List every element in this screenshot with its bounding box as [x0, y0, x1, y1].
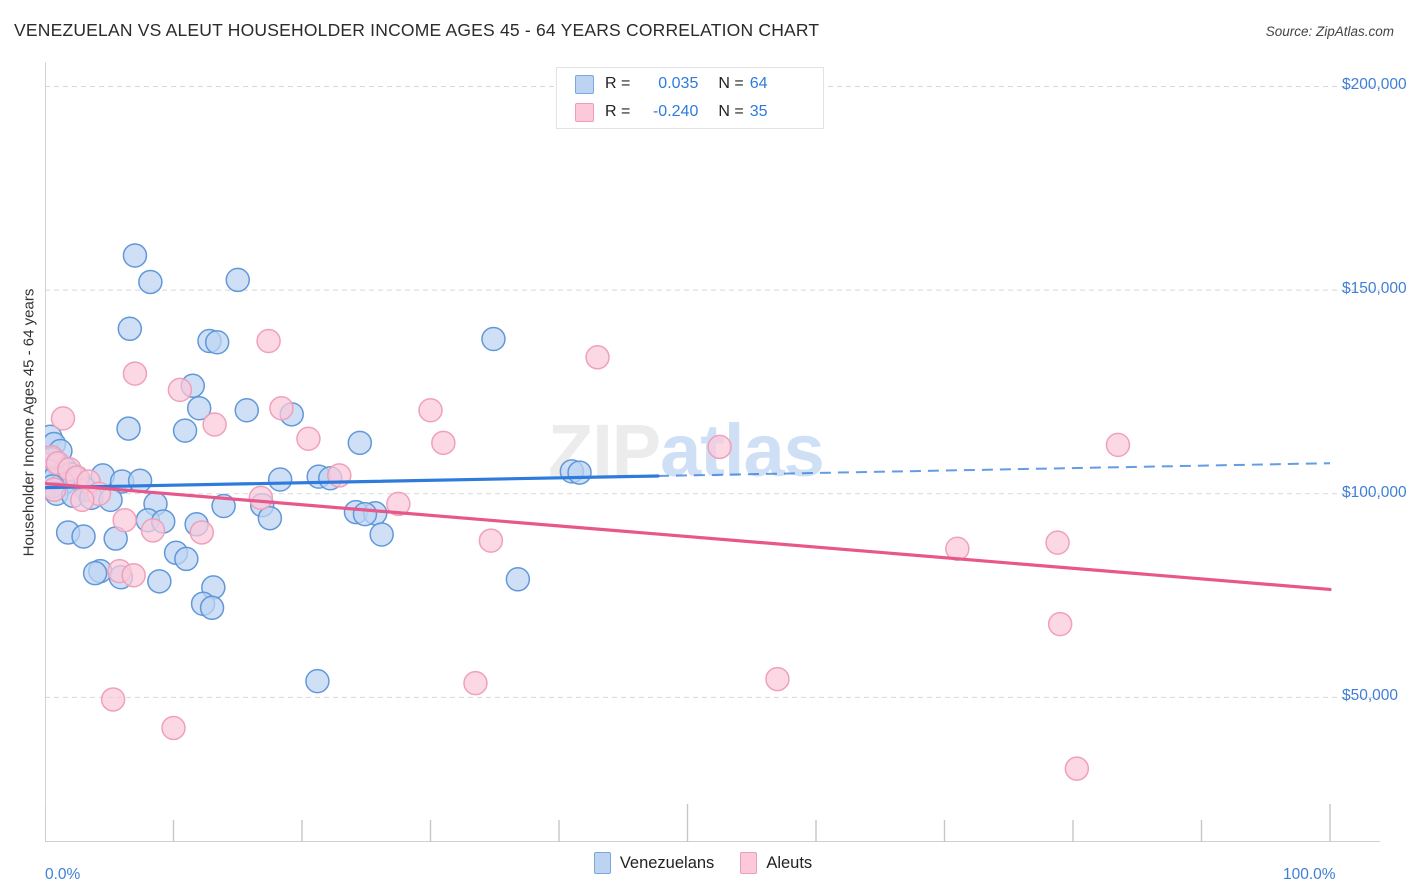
data-point[interactable] [82, 560, 108, 586]
data-point[interactable] [585, 345, 610, 370]
legend-label-aleuts: Aleuts [766, 853, 813, 872]
scatter-plot-area: $50,000 $100,000 $150,000 $200,000 0.0% 100.0… [45, 62, 1406, 883]
data-point[interactable] [418, 398, 443, 423]
stat-r-label-blue: R = [605, 75, 631, 92]
trend-line-venezuelans [45, 474, 660, 490]
data-point[interactable] [100, 687, 126, 712]
plot-canvas [45, 62, 1380, 842]
data-point[interactable] [117, 316, 143, 342]
stat-n-value-blue: 64 [749, 75, 768, 92]
data-point[interactable] [167, 377, 193, 403]
data-point[interactable] [248, 485, 274, 511]
series-legend: Venezuelans Aleuts [0, 852, 1406, 874]
series-venezuelans [45, 243, 592, 694]
data-point[interactable] [127, 468, 153, 493]
data-point[interactable] [1045, 530, 1070, 555]
stat-n-value-pink: 35 [749, 103, 768, 120]
data-point[interactable] [140, 518, 166, 543]
page-title: VENEZUELAN VS ALEUT HOUSEHOLDER INCOME A… [14, 20, 820, 40]
source-attribution: Source: ZipAtlas.com [1265, 24, 1394, 39]
legend-item-aleuts[interactable]: Aleuts [740, 852, 812, 874]
data-point[interactable] [305, 668, 330, 694]
data-point[interactable] [138, 269, 163, 295]
data-point[interactable] [45, 477, 67, 502]
data-point[interactable] [147, 569, 172, 594]
stat-swatch-pink [575, 102, 594, 122]
data-point[interactable] [269, 395, 294, 421]
data-point[interactable] [161, 715, 186, 741]
stat-n-label-pink: N = [718, 103, 744, 120]
data-point[interactable] [50, 406, 76, 431]
data-point[interactable] [202, 412, 227, 437]
stat-n-label-blue: N = [718, 75, 744, 92]
data-point[interactable] [352, 501, 378, 527]
data-point[interactable] [1047, 611, 1073, 637]
data-point[interactable] [1105, 432, 1131, 458]
data-point[interactable] [481, 326, 506, 352]
data-point[interactable] [116, 416, 141, 441]
data-point[interactable] [765, 666, 790, 692]
trend-line-aleuts [45, 481, 1332, 592]
data-point[interactable] [431, 430, 456, 456]
data-point[interactable] [369, 522, 394, 547]
data-point[interactable] [189, 520, 215, 545]
data-point[interactable] [174, 546, 199, 572]
legend-item-venezuelans[interactable]: Venezuelans [593, 852, 715, 874]
legend-label-venezuelans: Venezuelans [619, 853, 715, 872]
y-axis-tick-label: $100,000 [1342, 483, 1406, 501]
legend-swatch-aleuts [740, 852, 758, 874]
data-point[interactable] [121, 562, 146, 588]
data-point[interactable] [505, 567, 531, 592]
data-point[interactable] [347, 430, 373, 456]
legend-swatch-venezuelans [593, 852, 611, 874]
y-axis-tick-label: $150,000 [1342, 280, 1406, 298]
stat-row-venezuelans: R = 0.035 N = 64 [575, 71, 823, 97]
data-point[interactable] [256, 328, 281, 354]
data-point[interactable] [567, 460, 592, 485]
stat-row-aleuts: R = -0.240 N = 35 [575, 99, 823, 125]
data-point[interactable] [296, 426, 321, 452]
data-point[interactable] [707, 434, 732, 460]
correlation-stats-box: R = 0.035 N = 64 R = -0.240 N = 35 [556, 67, 824, 129]
x-axis-tick-label-min: 0.0% [45, 866, 81, 883]
data-point[interactable] [386, 491, 411, 517]
x-axis-tick-label-max: 100.0% [1283, 866, 1336, 883]
stat-r-value-pink: -0.240 [652, 103, 699, 120]
stat-r-label-pink: R = [605, 103, 631, 120]
data-point[interactable] [267, 467, 293, 492]
stat-r-value-blue: 0.035 [658, 75, 699, 92]
trend-line-extrapolated-venezuelans [657, 462, 1331, 477]
data-point[interactable] [478, 528, 504, 553]
data-point[interactable] [1064, 756, 1090, 781]
data-point[interactable] [257, 505, 283, 531]
y-axis-label: Householder Income Ages 45 - 64 years [20, 288, 38, 557]
data-point[interactable] [70, 487, 95, 513]
data-point[interactable] [172, 418, 198, 443]
data-point[interactable] [112, 507, 137, 533]
stat-swatch-blue [575, 74, 594, 94]
data-point[interactable] [234, 398, 259, 423]
data-point[interactable] [463, 670, 488, 696]
y-axis-tick-label: $50,000 [1342, 687, 1399, 705]
y-axis-tick-label: $200,000 [1342, 76, 1406, 94]
data-point[interactable] [186, 395, 212, 421]
data-point[interactable] [204, 329, 230, 355]
data-point[interactable] [122, 243, 148, 268]
data-point[interactable] [122, 361, 148, 386]
data-point[interactable] [71, 524, 96, 549]
data-point[interactable] [199, 595, 225, 621]
data-point[interactable] [225, 267, 250, 293]
series-aleuts [45, 328, 1131, 781]
